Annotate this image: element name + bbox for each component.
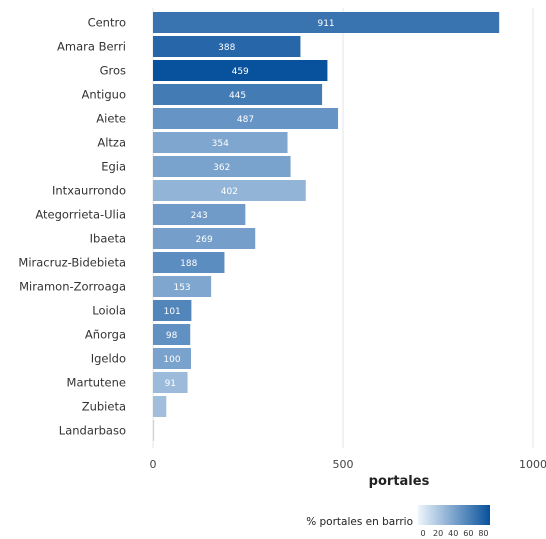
bar[interactable] xyxy=(153,372,188,393)
bar[interactable] xyxy=(153,12,500,33)
bar-value-label: 402 xyxy=(221,187,238,197)
category-label: Ibaeta xyxy=(90,232,126,246)
bar[interactable] xyxy=(153,180,306,201)
category-label: Igeldo xyxy=(91,352,126,366)
bar-value-label: 388 xyxy=(218,43,235,53)
legend-tick-label: 80 xyxy=(478,529,488,538)
bars-group xyxy=(153,12,500,441)
bar[interactable] xyxy=(153,108,339,129)
bar[interactable] xyxy=(153,156,291,177)
category-label: Aiete xyxy=(96,112,126,126)
bar[interactable] xyxy=(153,228,256,249)
x-axis-title: portales xyxy=(369,474,430,489)
bar-value-label: 445 xyxy=(229,91,246,101)
legend-tick-label: 0 xyxy=(420,529,425,538)
bar-value-label: 487 xyxy=(237,115,254,125)
bar[interactable] xyxy=(153,36,301,57)
category-label: Miracruz-Bidebieta xyxy=(18,256,126,270)
category-label: Centro xyxy=(88,16,126,30)
bar-value-label: 100 xyxy=(163,355,180,365)
category-label: Altza xyxy=(97,136,126,150)
category-label: Miramon-Zorroaga xyxy=(19,280,126,294)
bar-value-label: 269 xyxy=(196,235,213,245)
x-tick-label: 500 xyxy=(333,458,354,471)
bar-value-label: 354 xyxy=(212,139,229,149)
bar-value-label: 153 xyxy=(173,283,190,293)
category-label: Intxaurrondo xyxy=(52,184,126,198)
bar[interactable] xyxy=(153,84,323,105)
category-label: Martutene xyxy=(67,376,126,390)
bar[interactable] xyxy=(153,324,191,345)
category-label: Loiola xyxy=(92,304,126,318)
legend-gradient-bar xyxy=(418,505,490,525)
x-tick-label: 1000 xyxy=(519,458,546,471)
bar[interactable] xyxy=(153,276,212,297)
bar[interactable] xyxy=(153,300,192,321)
category-labels: Centro Amara Berri Gros Antiguo Aiete Altza Eg… xyxy=(18,16,126,438)
category-label: Landarbaso xyxy=(59,424,126,438)
category-label: Gros xyxy=(100,64,126,78)
bar-value-label: 188 xyxy=(180,259,197,269)
bar-value-label: 243 xyxy=(191,211,208,221)
bar-value-label: 98 xyxy=(166,331,178,341)
color-legend: % portales en barrio 0 20 40 60 80 xyxy=(306,505,490,538)
legend-tick-label: 20 xyxy=(433,529,443,538)
bar[interactable] xyxy=(153,132,288,153)
x-axis-ticks: 0 500 1000 xyxy=(150,458,546,471)
bar-value-label: 911 xyxy=(317,19,334,29)
bar[interactable] xyxy=(153,348,191,369)
bar[interactable] xyxy=(153,60,328,81)
category-label: Ategorrieta-Ulia xyxy=(35,208,126,222)
bar-value-label: 362 xyxy=(213,163,230,173)
bar-value-label: 459 xyxy=(232,67,249,77)
bar-value-label: 91 xyxy=(165,379,176,389)
category-label: Añorga xyxy=(85,328,126,342)
legend-title: % portales en barrio xyxy=(306,516,413,528)
legend-tick-label: 40 xyxy=(448,529,458,538)
legend-ticks: 0 20 40 60 80 xyxy=(420,529,488,538)
bar[interactable] xyxy=(153,420,155,441)
category-label: Egia xyxy=(101,160,126,174)
category-label: Amara Berri xyxy=(57,40,126,54)
legend-tick-label: 60 xyxy=(463,529,473,538)
bar[interactable] xyxy=(153,396,167,417)
bar[interactable] xyxy=(153,204,246,225)
category-label: Zubieta xyxy=(82,400,126,414)
bar[interactable] xyxy=(153,252,225,273)
bar-value-label: 101 xyxy=(164,307,181,317)
bar-value-labels: 911 388 459 445 487 354 362 402 243 269 188 153 101 9… xyxy=(163,19,334,389)
x-tick-label: 0 xyxy=(150,458,157,471)
category-label: Antiguo xyxy=(82,88,126,102)
